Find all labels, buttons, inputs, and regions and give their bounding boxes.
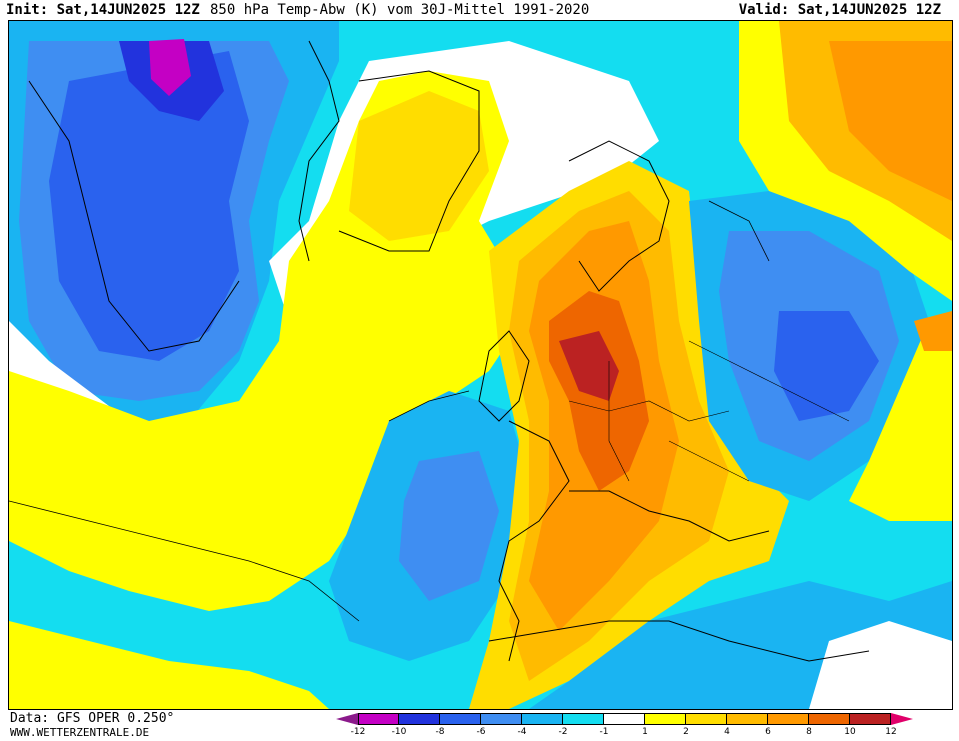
colorbar-tick-label: 10 <box>844 727 856 737</box>
colorbar-legend: -12 -10 -8 -6 -4 -2 -1 1 2 4 6 8 10 12 <box>336 713 956 741</box>
colorbar-tick-label: 1 <box>642 727 648 737</box>
colorbar-swatch <box>358 713 399 725</box>
anomaly-region-minus8-west <box>49 51 249 361</box>
border-line-2 <box>608 361 630 482</box>
colorbar-swatches <box>358 713 891 725</box>
colorbar-swatch <box>686 713 727 725</box>
colorbar-tick-label: -4 <box>517 727 527 737</box>
border-line-4 <box>668 440 750 482</box>
colorbar-swatch <box>440 713 481 725</box>
anomaly-region-minus6-atlantic <box>399 451 499 601</box>
map-title: 850 hPa Temp-Abw (K) vom 30J-Mittel 1991… <box>210 2 590 18</box>
colorbar-high-arrow <box>891 713 913 725</box>
country-borders <box>568 340 850 482</box>
colorbar-tick-label: 2 <box>683 727 689 737</box>
colorbar-swatch <box>727 713 768 725</box>
anomaly-region-plus2-greenland <box>349 91 489 241</box>
colorbar-swatch <box>645 713 686 725</box>
colorbar-swatch <box>481 713 522 725</box>
colorbar-tick-label: -2 <box>558 727 568 737</box>
british-isles-coast <box>478 330 530 422</box>
anomaly-region-minus8-east <box>774 311 879 421</box>
anomaly-region-plus6-northeast <box>829 41 952 201</box>
colorbar-tick-label: 6 <box>765 727 771 737</box>
data-source: Data: GFS OPER 0.250° <box>10 711 175 726</box>
colorbar-swatch <box>809 713 850 725</box>
map-footer: Data: GFS OPER 0.250° WWW.WETTERZENTRALE… <box>0 710 959 741</box>
contour-lines <box>9 200 770 622</box>
colorbar-low-arrow <box>336 713 358 725</box>
anomaly-region-plus1-southwest <box>9 621 329 709</box>
contour-line-3 <box>708 200 770 262</box>
map-canvas <box>9 21 952 709</box>
colorbar-tick-label: -1 <box>599 727 609 737</box>
border-line-3 <box>688 340 850 422</box>
north-africa-coast <box>488 620 870 662</box>
valid-time: Valid: Sat,14JUN2025 12Z <box>738 2 941 18</box>
colorbar-tick-label: -6 <box>476 727 486 737</box>
colorbar-swatch <box>768 713 809 725</box>
colorbar-tick-label: 8 <box>806 727 812 737</box>
temperature-anomaly-map[interactable] <box>8 20 953 710</box>
anomaly-region-plus4-southeast <box>914 311 952 351</box>
scandinavia-coast <box>568 140 670 292</box>
colorbar-tick-label: 4 <box>724 727 730 737</box>
contour-line-1 <box>9 500 360 622</box>
colorbar-swatch <box>522 713 563 725</box>
border-line-1 <box>568 400 730 422</box>
colorbar-swatch <box>850 713 891 725</box>
colorbar-swatch <box>563 713 604 725</box>
website-credit: WWW.WETTERZENTRALE.DE <box>10 726 150 739</box>
colorbar-swatch <box>604 713 645 725</box>
greenland-east-coast <box>338 70 480 252</box>
iberia-coast <box>498 420 570 662</box>
colorbar-tick-label: 12 <box>885 727 897 737</box>
anomaly-region-neutral-south <box>809 621 952 709</box>
mediterranean-north-coast <box>569 490 770 542</box>
colorbar-tick-label: -10 <box>391 727 407 737</box>
colorbar-tick-label: -12 <box>350 727 366 737</box>
coastlines <box>28 40 870 662</box>
canada-coast <box>28 80 240 352</box>
colorbar-swatch <box>399 713 440 725</box>
anomaly-region-minus12-west <box>149 39 191 96</box>
colorbar-tick-label: -8 <box>435 727 445 737</box>
contour-line-2 <box>388 390 470 422</box>
anomaly-region-plus10-europe <box>559 331 619 401</box>
greenland-west-coast <box>298 40 340 262</box>
init-time: Init: Sat,14JUN2025 12Z <box>6 2 200 18</box>
map-header: Init: Sat,14JUN2025 12Z 850 hPa Temp-Abw… <box>0 0 959 20</box>
anomaly-region-plus1-southeast <box>849 311 952 521</box>
